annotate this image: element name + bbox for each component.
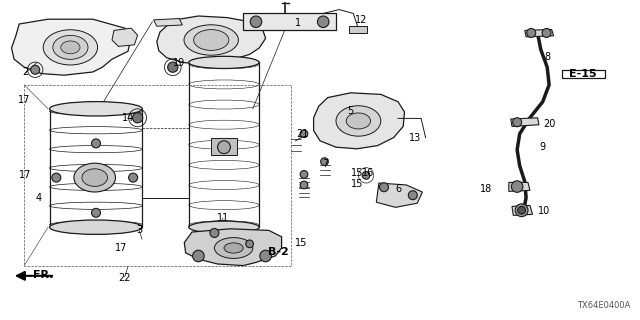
- Ellipse shape: [336, 106, 381, 136]
- Polygon shape: [512, 205, 532, 215]
- Ellipse shape: [189, 56, 259, 68]
- Ellipse shape: [82, 169, 108, 187]
- Ellipse shape: [53, 36, 88, 60]
- Circle shape: [193, 250, 204, 262]
- Text: 14: 14: [122, 113, 134, 123]
- Bar: [211, 138, 237, 155]
- Circle shape: [542, 28, 551, 37]
- Bar: [562, 70, 605, 78]
- Ellipse shape: [184, 25, 239, 55]
- Text: B-2: B-2: [268, 247, 289, 257]
- Text: 11: 11: [216, 212, 229, 223]
- Ellipse shape: [189, 221, 259, 233]
- Circle shape: [260, 250, 271, 262]
- Ellipse shape: [194, 30, 229, 51]
- Text: 9: 9: [540, 141, 546, 152]
- Bar: [349, 26, 367, 33]
- Text: 5: 5: [348, 106, 354, 116]
- Text: 17: 17: [115, 243, 128, 253]
- Text: E-15: E-15: [568, 69, 596, 79]
- Circle shape: [518, 206, 525, 214]
- Circle shape: [515, 204, 528, 217]
- Text: 17: 17: [18, 95, 31, 105]
- Circle shape: [129, 173, 138, 182]
- Ellipse shape: [50, 102, 143, 116]
- Text: 18: 18: [480, 184, 493, 194]
- Ellipse shape: [74, 163, 116, 192]
- Polygon shape: [509, 182, 530, 191]
- Text: 19: 19: [173, 58, 186, 68]
- Circle shape: [246, 240, 253, 248]
- Circle shape: [380, 183, 388, 192]
- Text: TX64E0400A: TX64E0400A: [577, 301, 630, 310]
- Circle shape: [218, 141, 230, 154]
- Circle shape: [92, 208, 100, 217]
- Polygon shape: [511, 118, 539, 126]
- Polygon shape: [157, 16, 266, 64]
- Text: 20: 20: [543, 119, 556, 129]
- Text: 10: 10: [538, 205, 550, 216]
- Circle shape: [52, 173, 61, 182]
- Text: 17: 17: [19, 170, 32, 180]
- Polygon shape: [250, 19, 278, 27]
- Circle shape: [408, 191, 417, 200]
- Polygon shape: [314, 93, 404, 149]
- Circle shape: [210, 228, 219, 237]
- Text: 15: 15: [294, 238, 307, 248]
- Ellipse shape: [61, 41, 80, 54]
- Text: 22: 22: [118, 273, 131, 283]
- Circle shape: [362, 172, 370, 179]
- Text: 15: 15: [351, 179, 364, 189]
- Polygon shape: [376, 183, 422, 207]
- Text: 16: 16: [362, 168, 374, 178]
- Ellipse shape: [346, 113, 371, 129]
- Text: 1: 1: [295, 18, 301, 28]
- Text: 6: 6: [395, 184, 401, 195]
- Text: 2: 2: [22, 67, 29, 77]
- Polygon shape: [184, 229, 282, 266]
- Text: 4: 4: [35, 193, 42, 204]
- Circle shape: [92, 139, 100, 148]
- Text: 21: 21: [296, 129, 308, 139]
- Polygon shape: [154, 19, 182, 26]
- Circle shape: [317, 16, 329, 28]
- Text: 8: 8: [545, 52, 551, 62]
- Text: 13: 13: [408, 132, 421, 143]
- Circle shape: [300, 171, 308, 178]
- Polygon shape: [12, 19, 131, 75]
- Text: 12: 12: [355, 15, 368, 25]
- Bar: [243, 13, 336, 30]
- Text: 15: 15: [351, 168, 364, 179]
- Circle shape: [168, 62, 178, 72]
- Circle shape: [513, 118, 522, 127]
- Circle shape: [31, 65, 40, 74]
- Circle shape: [321, 158, 328, 165]
- Text: 3: 3: [136, 225, 143, 236]
- Ellipse shape: [224, 243, 243, 253]
- Text: FR.: FR.: [33, 269, 54, 280]
- Circle shape: [132, 113, 143, 123]
- Circle shape: [300, 130, 308, 138]
- Ellipse shape: [44, 30, 98, 65]
- Circle shape: [250, 16, 262, 28]
- Polygon shape: [112, 28, 138, 46]
- Circle shape: [300, 181, 308, 189]
- Text: 7: 7: [322, 159, 328, 169]
- Circle shape: [527, 28, 536, 37]
- Circle shape: [511, 181, 523, 192]
- Ellipse shape: [50, 220, 143, 234]
- Ellipse shape: [214, 237, 253, 259]
- Polygon shape: [525, 29, 554, 37]
